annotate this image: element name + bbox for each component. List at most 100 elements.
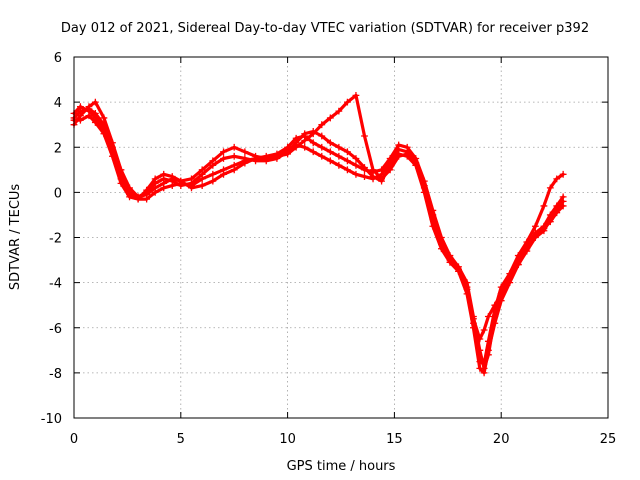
data-point	[480, 369, 488, 377]
data-point	[160, 170, 168, 178]
data-point	[301, 130, 309, 138]
x-tick-label: 25	[600, 432, 617, 447]
data-point	[284, 150, 291, 158]
chart-title: Day 012 of 2021, Sidereal Day-to-day VTE…	[61, 21, 589, 36]
data-point	[476, 364, 484, 372]
data-point	[553, 175, 561, 183]
y-tick-label: -2	[49, 232, 62, 247]
data-point	[335, 107, 343, 115]
data-point	[395, 141, 403, 149]
data-point	[553, 209, 561, 217]
y-tick-label: -10	[41, 412, 62, 427]
data-point	[220, 148, 227, 156]
data-point	[491, 306, 499, 314]
data-point	[540, 225, 548, 232]
y-tick-label: -8	[49, 367, 62, 382]
data-point	[241, 148, 249, 156]
data-point	[446, 254, 454, 262]
data-point	[117, 179, 125, 187]
data-point	[151, 175, 159, 183]
y-tick-label: -6	[49, 322, 62, 337]
data-point	[386, 155, 394, 162]
data-point	[352, 161, 360, 169]
data-point	[309, 148, 317, 156]
data-point	[514, 261, 522, 268]
data-point	[318, 152, 326, 160]
data-series	[70, 91, 567, 377]
data-point	[143, 186, 151, 194]
x-axis-label: GPS time / hours	[287, 459, 396, 474]
data-point	[540, 202, 548, 210]
data-point	[429, 211, 437, 219]
data-point	[344, 157, 351, 165]
data-point	[335, 161, 343, 169]
data-point	[369, 173, 377, 180]
data-point	[100, 114, 108, 122]
data-point	[484, 313, 492, 320]
data-point	[198, 166, 206, 174]
data-point	[412, 159, 420, 167]
data-point	[241, 155, 249, 162]
data-point	[326, 148, 334, 156]
data-point	[335, 152, 343, 160]
data-point	[361, 132, 368, 140]
data-point	[378, 166, 385, 174]
data-point	[403, 150, 411, 158]
data-point	[420, 182, 428, 190]
data-point	[188, 175, 195, 183]
data-point	[326, 139, 334, 147]
y-tick-label: 0	[54, 186, 62, 201]
data-point	[523, 245, 531, 253]
data-point	[455, 265, 462, 273]
data-point	[318, 132, 326, 140]
data-point	[531, 222, 539, 230]
data-point	[309, 139, 317, 147]
data-point	[497, 283, 505, 291]
data-point	[480, 326, 488, 334]
data-point	[209, 157, 217, 165]
data-point	[301, 137, 309, 144]
data-point	[470, 319, 477, 327]
data-point	[378, 175, 385, 183]
data-point	[344, 98, 351, 106]
data-point	[546, 218, 554, 226]
series-trace-1	[70, 105, 567, 343]
x-tick-label: 5	[177, 432, 185, 447]
data-point	[318, 143, 326, 151]
data-point	[209, 177, 217, 185]
data-point	[301, 143, 309, 151]
data-point	[318, 121, 326, 129]
data-point	[326, 157, 334, 165]
data-point	[463, 285, 471, 293]
x-tick-label: 20	[493, 432, 510, 447]
data-point	[484, 337, 492, 345]
data-point	[220, 155, 227, 162]
data-point	[309, 130, 317, 138]
series-line	[72, 107, 565, 341]
data-point	[198, 182, 206, 190]
data-point	[252, 152, 259, 160]
data-point	[91, 119, 99, 126]
series-trace-4	[70, 91, 567, 368]
y-tick-label: 2	[54, 141, 62, 156]
data-point	[168, 173, 176, 180]
data-point	[352, 155, 360, 162]
y-axis-label: SDTVAR / TECUs	[8, 184, 23, 291]
data-point	[230, 143, 238, 151]
x-tick-label: 15	[386, 432, 403, 447]
data-point	[352, 170, 360, 178]
data-point	[546, 184, 554, 192]
data-point	[77, 103, 84, 111]
y-tick-label: 6	[54, 51, 62, 66]
y-tick-label: -4	[49, 277, 62, 292]
y-tick-label: 4	[54, 96, 62, 111]
data-point	[109, 152, 116, 160]
data-point	[230, 166, 238, 174]
data-point	[559, 170, 567, 178]
data-point	[344, 166, 351, 174]
data-point	[262, 155, 270, 162]
data-point	[230, 152, 238, 160]
data-point	[273, 152, 281, 160]
data-point	[506, 279, 514, 287]
x-tick-label: 10	[279, 432, 296, 447]
